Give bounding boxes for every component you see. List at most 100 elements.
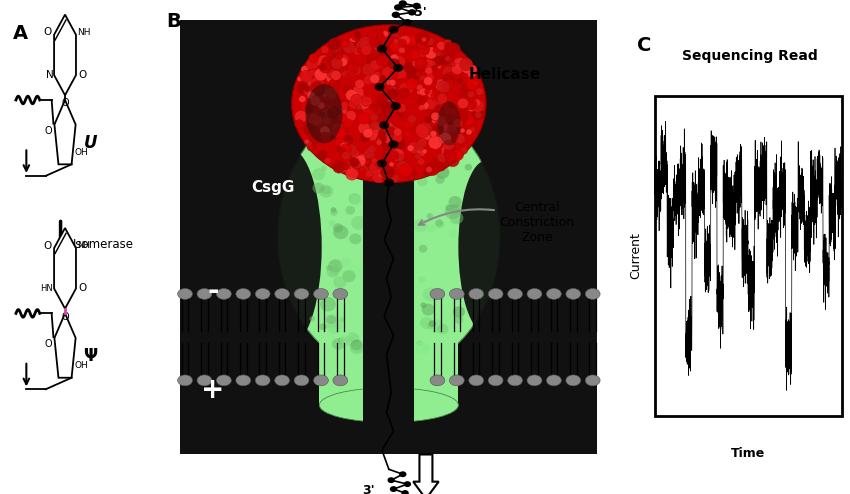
Ellipse shape xyxy=(309,53,319,63)
Ellipse shape xyxy=(375,28,385,38)
Ellipse shape xyxy=(303,88,311,96)
Ellipse shape xyxy=(446,154,459,167)
Ellipse shape xyxy=(451,64,457,70)
Ellipse shape xyxy=(383,109,388,114)
Ellipse shape xyxy=(473,99,481,106)
Ellipse shape xyxy=(399,0,407,7)
Ellipse shape xyxy=(275,375,290,386)
Ellipse shape xyxy=(375,101,383,107)
Ellipse shape xyxy=(377,55,388,67)
Ellipse shape xyxy=(416,42,425,51)
Ellipse shape xyxy=(388,58,400,70)
Ellipse shape xyxy=(351,150,360,158)
Text: O: O xyxy=(62,98,70,108)
Ellipse shape xyxy=(337,54,349,66)
Ellipse shape xyxy=(387,126,399,137)
Ellipse shape xyxy=(366,170,373,177)
Ellipse shape xyxy=(407,115,416,123)
Ellipse shape xyxy=(308,113,320,125)
Ellipse shape xyxy=(427,213,433,219)
Ellipse shape xyxy=(362,63,376,76)
Ellipse shape xyxy=(424,133,430,140)
Ellipse shape xyxy=(468,65,477,74)
Ellipse shape xyxy=(374,131,387,144)
Ellipse shape xyxy=(372,170,386,183)
Ellipse shape xyxy=(437,64,441,69)
Ellipse shape xyxy=(389,86,397,93)
Ellipse shape xyxy=(445,205,453,211)
Ellipse shape xyxy=(431,158,439,166)
Ellipse shape xyxy=(382,44,394,56)
Ellipse shape xyxy=(427,224,436,233)
Ellipse shape xyxy=(446,46,457,57)
Ellipse shape xyxy=(341,100,346,105)
Ellipse shape xyxy=(305,140,312,147)
Ellipse shape xyxy=(295,120,303,128)
Ellipse shape xyxy=(408,142,420,154)
Ellipse shape xyxy=(235,288,251,299)
Ellipse shape xyxy=(360,82,366,87)
Ellipse shape xyxy=(435,219,444,227)
Ellipse shape xyxy=(367,53,378,64)
Ellipse shape xyxy=(448,120,461,133)
Ellipse shape xyxy=(465,164,472,170)
Ellipse shape xyxy=(294,288,309,299)
Ellipse shape xyxy=(443,74,451,82)
Ellipse shape xyxy=(382,101,394,114)
Ellipse shape xyxy=(460,128,465,133)
Ellipse shape xyxy=(339,317,345,323)
Ellipse shape xyxy=(368,212,410,242)
Ellipse shape xyxy=(382,175,389,182)
Ellipse shape xyxy=(416,65,424,72)
Ellipse shape xyxy=(320,64,326,71)
Ellipse shape xyxy=(445,205,461,219)
Ellipse shape xyxy=(443,133,452,142)
Ellipse shape xyxy=(330,266,340,276)
Ellipse shape xyxy=(422,304,435,316)
Ellipse shape xyxy=(436,221,445,229)
Ellipse shape xyxy=(432,72,437,77)
Ellipse shape xyxy=(346,79,352,84)
Ellipse shape xyxy=(398,54,403,59)
Ellipse shape xyxy=(314,375,328,386)
Ellipse shape xyxy=(363,102,375,114)
Ellipse shape xyxy=(351,32,360,41)
Ellipse shape xyxy=(197,288,212,299)
Ellipse shape xyxy=(402,113,413,123)
Ellipse shape xyxy=(355,80,365,88)
Ellipse shape xyxy=(337,147,341,152)
Ellipse shape xyxy=(375,44,380,50)
Ellipse shape xyxy=(332,47,344,59)
Ellipse shape xyxy=(360,163,369,171)
Ellipse shape xyxy=(384,111,392,118)
Ellipse shape xyxy=(341,146,348,154)
Ellipse shape xyxy=(338,147,347,154)
Ellipse shape xyxy=(390,174,399,182)
Ellipse shape xyxy=(340,144,352,155)
Ellipse shape xyxy=(434,95,443,104)
Ellipse shape xyxy=(295,111,308,123)
Ellipse shape xyxy=(468,70,476,78)
Ellipse shape xyxy=(420,302,427,308)
Ellipse shape xyxy=(412,219,428,232)
Ellipse shape xyxy=(371,114,378,121)
Ellipse shape xyxy=(422,170,428,176)
Ellipse shape xyxy=(430,288,445,299)
Ellipse shape xyxy=(450,62,456,67)
Ellipse shape xyxy=(438,101,461,146)
Ellipse shape xyxy=(416,32,429,45)
Ellipse shape xyxy=(426,166,433,173)
Ellipse shape xyxy=(318,116,325,122)
Ellipse shape xyxy=(336,53,343,60)
Ellipse shape xyxy=(331,57,343,69)
Ellipse shape xyxy=(314,68,322,76)
Ellipse shape xyxy=(330,59,341,70)
Ellipse shape xyxy=(425,67,433,75)
Ellipse shape xyxy=(436,166,450,179)
Ellipse shape xyxy=(420,75,425,81)
Ellipse shape xyxy=(382,144,389,151)
Ellipse shape xyxy=(326,315,337,324)
Ellipse shape xyxy=(351,86,364,98)
Ellipse shape xyxy=(445,151,456,161)
Ellipse shape xyxy=(407,69,419,81)
